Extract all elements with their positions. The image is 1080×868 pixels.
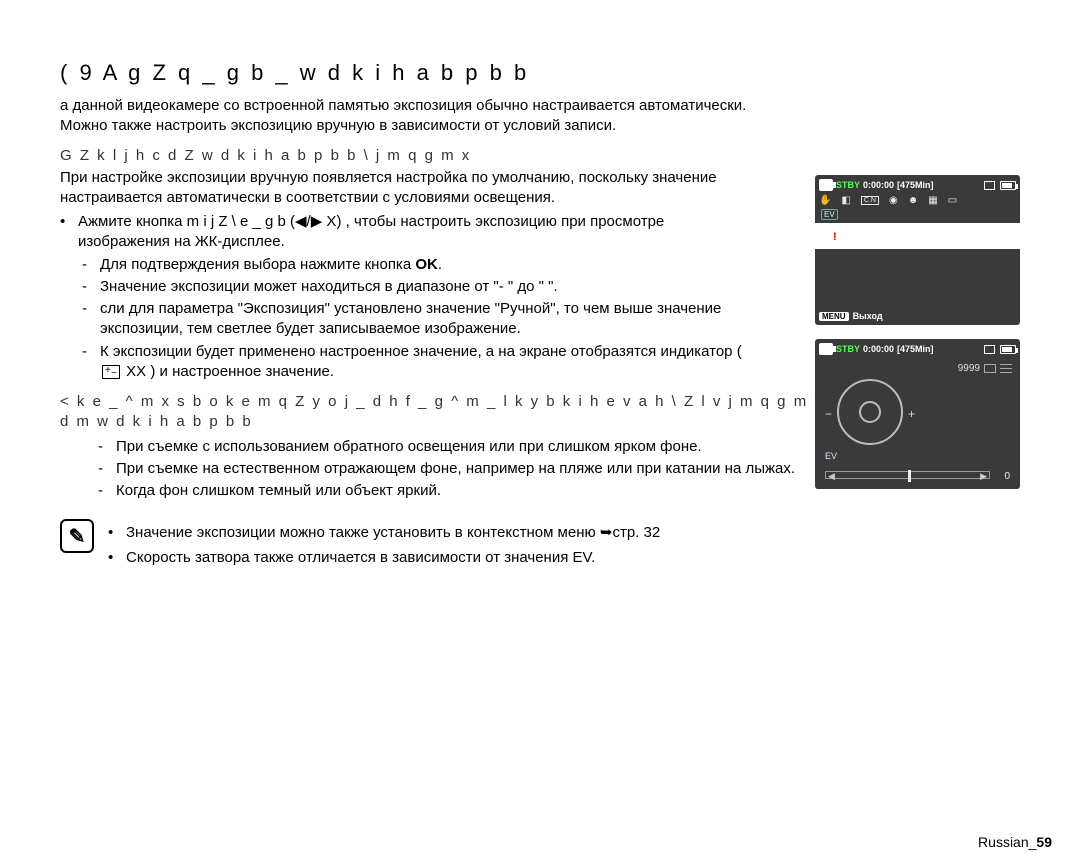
page-num-value: 59 <box>1036 834 1052 850</box>
lcd1-iconstrip: ✋ ◧ C.N ◉ ☻ ▦ ▭ <box>819 195 1016 206</box>
manual-subhead: G Z k l j h c d Z w d k i h a b p b b \ … <box>60 147 1020 164</box>
time-label: 0:00:00 <box>863 180 894 190</box>
note-list: Значение экспозиции можно также установи… <box>108 519 928 568</box>
lcd1-menubar: MENU Выход <box>819 311 883 321</box>
ev-value: 0 <box>1004 471 1010 482</box>
lcd2-counter: 9999 <box>958 363 1012 374</box>
mem-icon: ▭ <box>948 195 957 206</box>
step1-paren: (◀/▶ X) <box>290 213 341 230</box>
note-2: Скорость затвора также отличается в зави… <box>126 548 928 568</box>
step-1: Ажмите кнопка m i j Z \ e _ g b (◀/▶ X) … <box>78 212 760 382</box>
dial-icon: ◉ <box>889 195 898 206</box>
lcd1-topbar: STBY 0:00:00 [475Min] <box>819 179 1016 191</box>
card-icon <box>984 345 995 354</box>
camcorder-icon <box>819 343 833 355</box>
d1-post: . <box>438 256 442 273</box>
intro-text: а данной видеокамере со встроенной памят… <box>60 96 760 137</box>
square-icon: ◧ <box>841 195 850 206</box>
hand-icon: ✋ <box>819 195 831 206</box>
cases-subhead: < k e _ ^ m x s b o k e m q Z y o j _ d … <box>60 392 940 433</box>
page-lang: Russian_ <box>978 834 1036 850</box>
menu-badge: MENU <box>819 312 849 321</box>
thumb-icon <box>984 364 996 373</box>
thumbgrid-icon <box>1000 364 1012 373</box>
case-1: При съемке с использованием обратного ос… <box>116 437 860 457</box>
dial-plus: + <box>908 407 915 421</box>
battery-icon <box>1000 345 1016 354</box>
manual-intro: При настройке экспозиции вручную появляе… <box>60 168 760 209</box>
remain-label: [475Min] <box>897 344 934 354</box>
sub-indicator: К экспозиции будет применено настроенное… <box>100 342 760 383</box>
exposure-indicator-icon <box>102 365 120 379</box>
note-1: Значение экспозиции можно также установи… <box>126 523 928 543</box>
sub-range: Значение экспозиции может находиться в д… <box>100 277 760 297</box>
stby-label: STBY <box>836 180 860 190</box>
time-label: 0:00:00 <box>863 344 894 354</box>
exit-label: Выход <box>853 311 883 321</box>
case-2: При съемке на естественном отражающем фо… <box>116 459 860 479</box>
ev-tag: EV <box>821 209 838 220</box>
slider-knob <box>908 470 911 482</box>
page-heading: ( 9 A g Z q _ g b _ w d k i h a b p b b <box>60 60 1020 86</box>
warn-icon: ! <box>833 231 837 243</box>
sub-brighter: сли для параметра "Экспозиция" установле… <box>100 299 760 340</box>
menu-highlight: ! <box>815 223 1020 249</box>
control-dial: − + <box>837 379 903 445</box>
ev-slider: ◀ ▶ <box>825 471 990 479</box>
dial-minus: − <box>825 407 832 421</box>
grid-icon: ▦ <box>928 195 937 206</box>
page-number: Russian_59 <box>978 834 1052 850</box>
sub-ok: Для подтверждения выбора нажмите кнопка … <box>100 255 760 275</box>
card-icon <box>984 181 995 190</box>
lcd-ev-preview: STBY 0:00:00 [475Min] 9999 − + EV ◀ ▶ <box>815 339 1020 489</box>
ok-label: OK <box>415 256 438 273</box>
slider-left-icon: ◀ <box>828 471 835 482</box>
battery-icon <box>1000 181 1016 190</box>
ev-label: EV <box>825 451 837 461</box>
lcd-previews: STBY 0:00:00 [475Min] ✋ ◧ C.N ◉ ☻ ▦ ▭ EV… <box>815 175 1020 489</box>
cases-list: При съемке с использованием обратного ос… <box>60 437 860 502</box>
step1-sub: Для подтверждения выбора нажмите кнопка … <box>78 255 760 383</box>
d4-post: ) и настроенное значение. <box>150 363 334 380</box>
lcd-menu-preview: STBY 0:00:00 [475Min] ✋ ◧ C.N ◉ ☻ ▦ ▭ EV… <box>815 175 1020 325</box>
step1-pre: Ажмите кнопка m i j Z \ e _ g b <box>78 213 290 230</box>
d4-xx: XX <box>122 363 150 380</box>
cn-icon: C.N <box>861 196 879 205</box>
note-icon: ✎ <box>60 519 94 553</box>
slider-right-icon: ▶ <box>980 471 987 482</box>
camcorder-icon <box>819 179 833 191</box>
case-3: Когда фон слишком темный или объект ярки… <box>116 481 860 501</box>
stby-label: STBY <box>836 344 860 354</box>
face-icon: ☻ <box>908 195 919 206</box>
shots-remaining: 9999 <box>958 363 980 374</box>
lcd2-topbar: STBY 0:00:00 [475Min] <box>819 343 1016 355</box>
remain-label: [475Min] <box>897 180 934 190</box>
manual-steps: Ажмите кнопка m i j Z \ e _ g b (◀/▶ X) … <box>60 212 760 382</box>
d4-pre: К экспозиции будет применено настроенное… <box>100 343 742 360</box>
page: ( 9 A g Z q _ g b _ w d k i h a b p b b … <box>60 60 1020 568</box>
note-block: ✎ Значение экспозиции можно также устано… <box>60 519 1020 568</box>
d1-pre: Для подтверждения выбора нажмите кнопка <box>100 256 415 273</box>
